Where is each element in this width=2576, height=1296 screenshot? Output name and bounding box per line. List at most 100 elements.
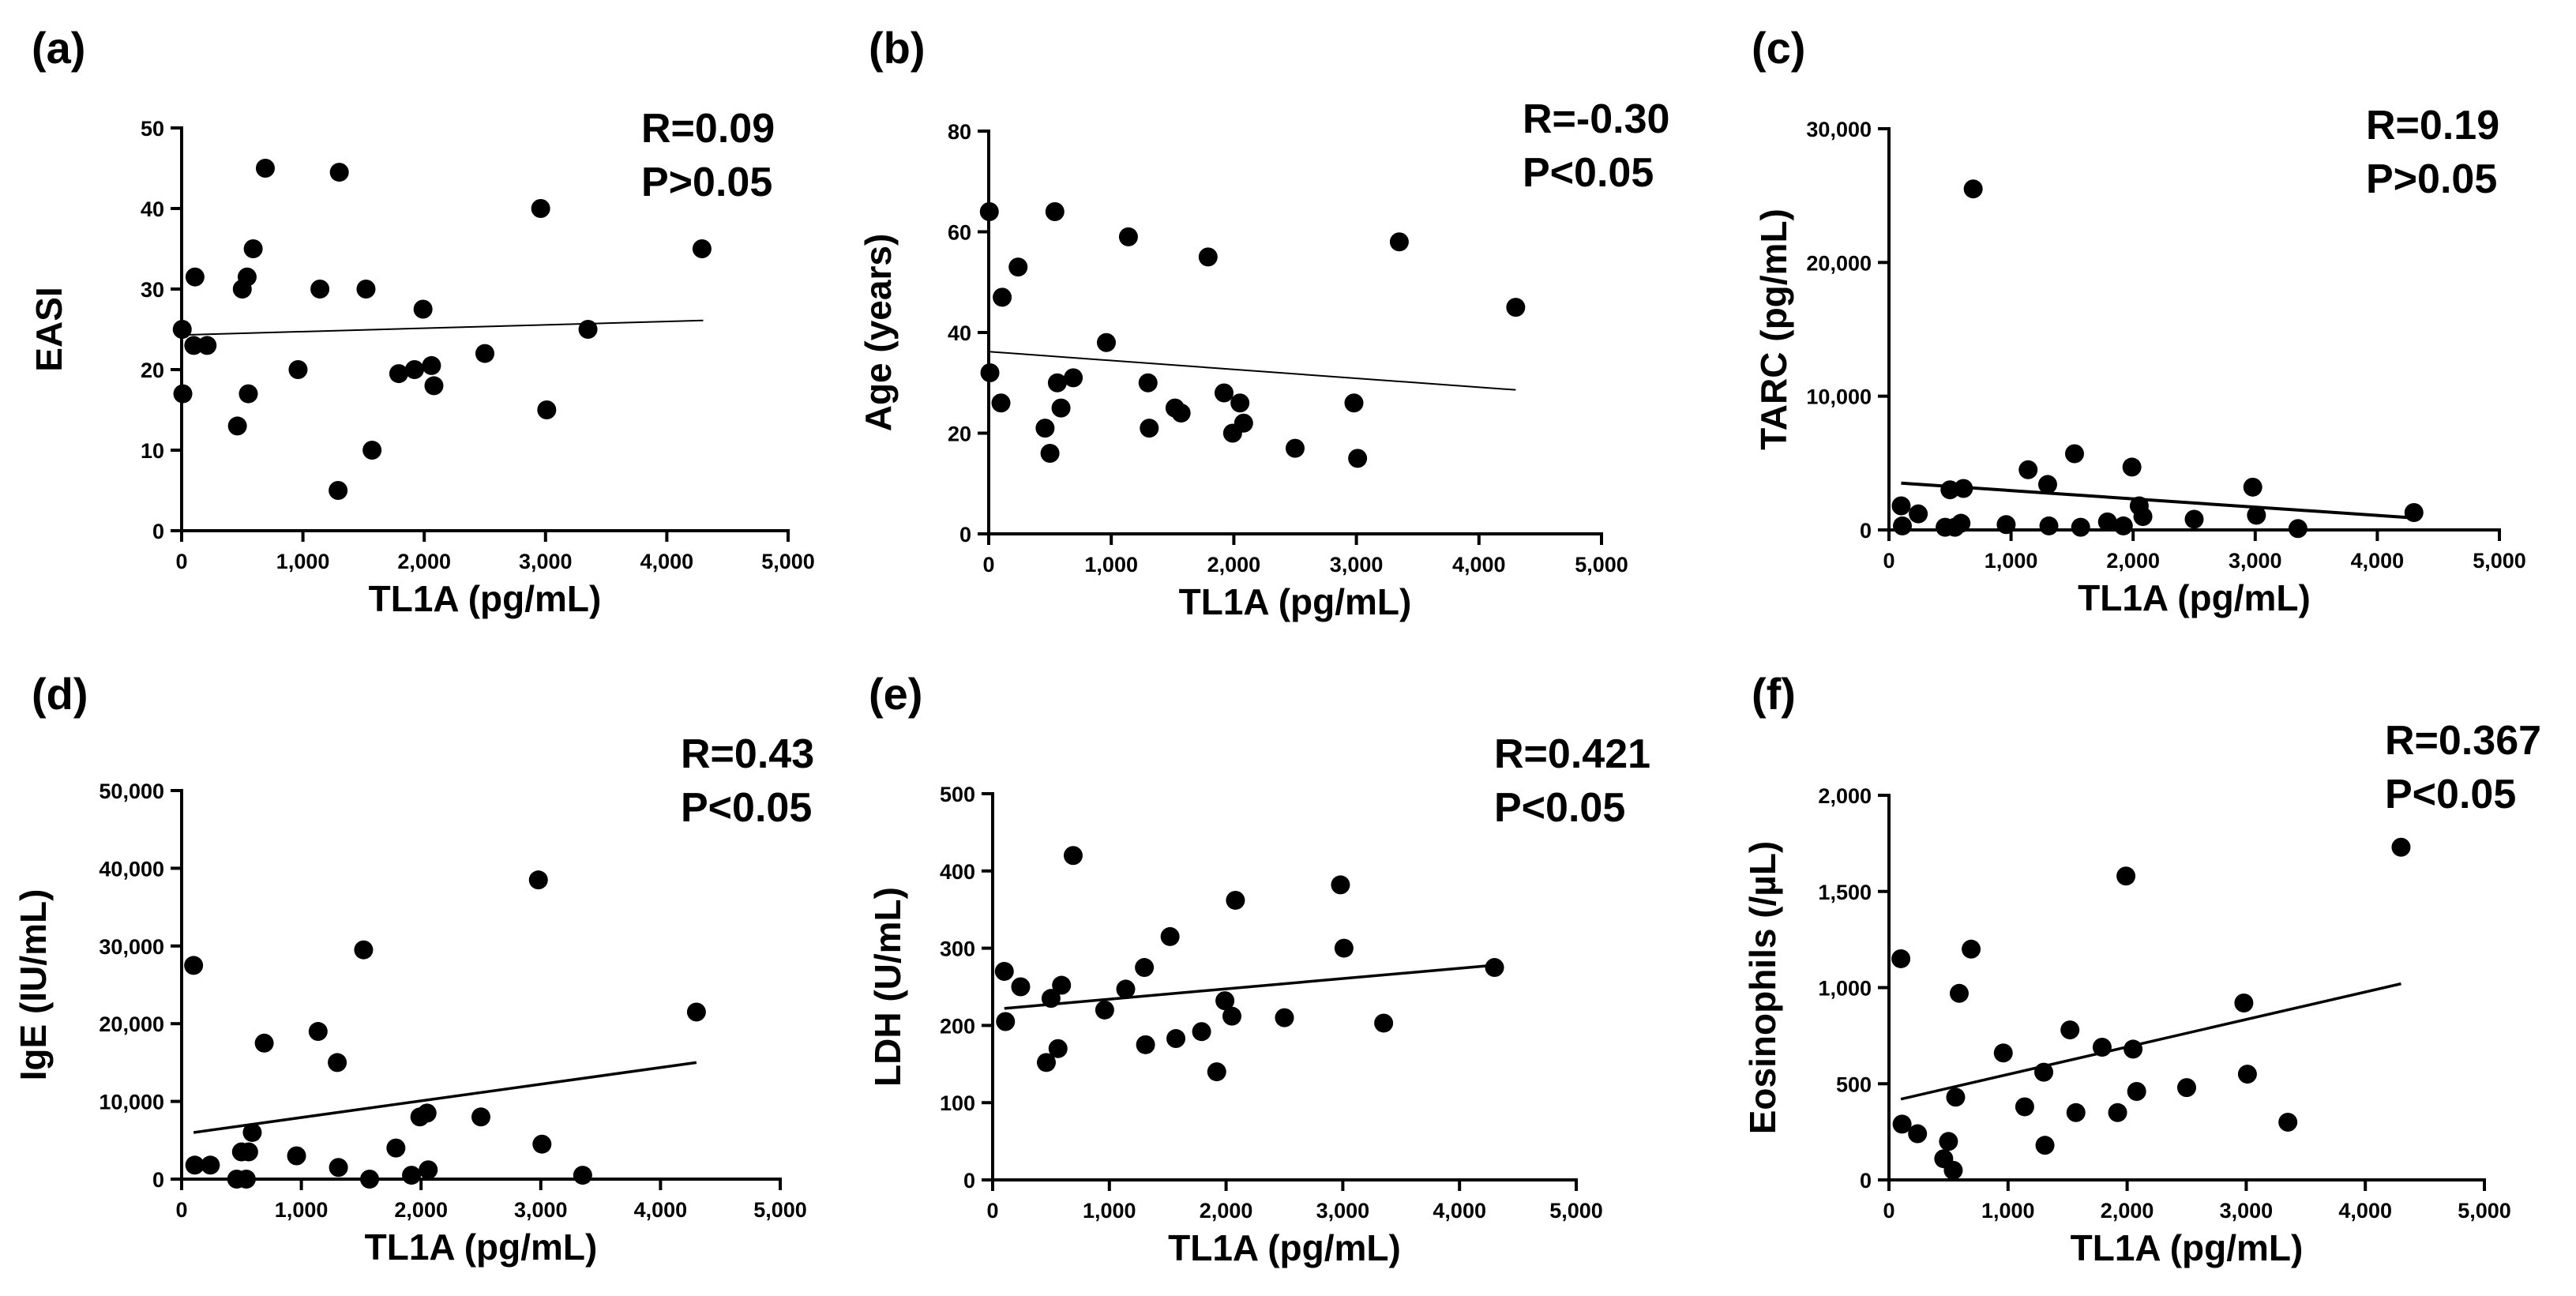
data-point xyxy=(1207,1062,1226,1082)
y-tick-label: 200 xyxy=(940,1014,975,1038)
data-point xyxy=(354,940,374,960)
data-point xyxy=(1051,398,1071,418)
data-point xyxy=(980,363,1000,382)
data-point xyxy=(185,1155,205,1175)
data-point xyxy=(2035,1136,2055,1155)
data-point xyxy=(173,384,193,404)
data-point xyxy=(238,1142,258,1162)
y-tick-label: 0 xyxy=(963,1169,975,1193)
correlation-r: R=0.43 xyxy=(681,731,814,777)
correlation-r: R=0.367 xyxy=(2385,718,2541,764)
data-point xyxy=(1064,368,1083,388)
data-point xyxy=(2116,866,2136,886)
data-point xyxy=(1996,515,2016,535)
y-tick-label: 20,000 xyxy=(1806,251,1872,275)
data-point xyxy=(1485,958,1504,978)
x-tick-label: 5,000 xyxy=(2458,1199,2511,1223)
x-tick-label: 1,000 xyxy=(275,1198,329,1222)
data-point xyxy=(1116,979,1136,999)
x-tick-label: 3,000 xyxy=(514,1198,568,1222)
x-tick-label: 0 xyxy=(175,1198,187,1222)
correlation-r: R=0.09 xyxy=(641,106,775,152)
data-point xyxy=(1234,413,1253,433)
x-tick-label: 5,000 xyxy=(2473,549,2526,573)
chart-panel-5: (e) 0 1,000 2,000 3,000 4,000 5,000 0 100 200 300 4… xyxy=(867,669,1650,1268)
regression-line xyxy=(1900,982,2401,1101)
x-tick-label: 1,000 xyxy=(276,550,330,573)
data-point xyxy=(1198,247,1218,267)
data-point xyxy=(1096,332,1116,352)
data-point xyxy=(402,1166,422,1185)
regression-line xyxy=(1004,964,1495,1010)
data-point xyxy=(573,1166,592,1185)
data-point xyxy=(2108,1103,2127,1122)
data-point xyxy=(2404,502,2424,522)
data-point xyxy=(1063,846,1083,866)
data-point xyxy=(2037,475,2057,494)
p-value: P>0.05 xyxy=(2366,156,2497,202)
data-point xyxy=(310,280,330,299)
data-point xyxy=(1908,1124,1928,1144)
data-point xyxy=(422,355,441,375)
data-point xyxy=(1192,1022,1211,1042)
p-value: P<0.05 xyxy=(1523,150,1654,196)
p-value: P<0.05 xyxy=(2385,772,2516,817)
data-point xyxy=(578,320,598,339)
x-tick-label: 5,000 xyxy=(1549,1199,1603,1223)
data-point xyxy=(242,1122,262,1142)
data-point xyxy=(2288,519,2308,539)
data-point xyxy=(1946,1088,1966,1107)
data-point xyxy=(1348,449,1368,468)
data-point xyxy=(1166,1029,1186,1049)
y-tick-label: 10 xyxy=(141,439,164,463)
chart-panel-3: (c) 0 1,000 2,000 3,000 4,000 5,000 0 10,000 20,0… xyxy=(1752,23,2526,618)
y-tick-label: 50,000 xyxy=(99,779,164,803)
data-point xyxy=(238,384,258,404)
data-point xyxy=(362,441,382,460)
data-point xyxy=(1334,938,1354,958)
x-tick-label: 2,000 xyxy=(1200,1199,1253,1223)
data-point xyxy=(2133,507,2153,527)
data-point xyxy=(2237,1065,2257,1084)
data-point xyxy=(2113,516,2133,535)
x-tick-label: 0 xyxy=(175,550,187,573)
data-point xyxy=(1011,977,1031,997)
data-point xyxy=(236,1170,256,1189)
x-tick-label: 3,000 xyxy=(1316,1199,1370,1223)
regression-line xyxy=(988,351,1516,391)
data-point xyxy=(287,1146,306,1166)
y-tick-label: 400 xyxy=(940,860,975,884)
x-tick-label: 4,000 xyxy=(640,550,694,573)
regression-line xyxy=(193,1061,697,1134)
data-point xyxy=(1891,949,1911,968)
data-point xyxy=(1226,890,1245,910)
data-point xyxy=(329,1158,348,1178)
data-point xyxy=(531,199,550,218)
y-axis-title: EASI xyxy=(28,287,69,371)
data-point xyxy=(2015,1097,2034,1117)
y-tick-label: 0 xyxy=(152,1168,164,1192)
x-tick-label: 3,000 xyxy=(2229,549,2282,573)
y-tick-label: 0 xyxy=(959,523,971,547)
y-axis-title: TARC (pg/mL) xyxy=(1753,208,1794,450)
x-tick-label: 3,000 xyxy=(1330,553,1384,577)
x-tick-label: 2,000 xyxy=(2106,549,2160,573)
y-axis-title: IgE (IU/mL) xyxy=(13,889,54,1081)
panel-label: (d) xyxy=(32,669,88,719)
data-point xyxy=(991,393,1011,413)
data-point xyxy=(2122,457,2142,477)
data-point xyxy=(2066,1103,2086,1122)
y-tick-label: 40 xyxy=(948,321,971,345)
data-point xyxy=(1331,875,1350,895)
data-point xyxy=(2039,516,2059,535)
data-point xyxy=(1893,516,1913,535)
x-tick-label: 4,000 xyxy=(2338,1199,2392,1223)
chart-panel-4: (d) 0 1,000 2,000 3,000 4,000 5,000 0 10,000 20,0… xyxy=(13,669,814,1268)
data-point xyxy=(329,163,349,182)
data-point xyxy=(1275,1008,1294,1027)
y-tick-label: 0 xyxy=(1860,1169,1872,1193)
data-point xyxy=(996,1012,1016,1031)
data-point xyxy=(308,1022,328,1042)
data-point xyxy=(1160,926,1180,946)
p-value: P<0.05 xyxy=(1494,785,1625,831)
